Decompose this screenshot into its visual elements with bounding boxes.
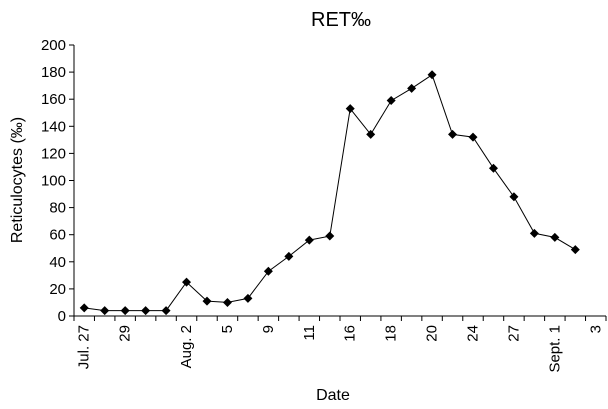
data-point-marker — [243, 293, 253, 303]
x-tick-label: 20 — [424, 325, 441, 342]
y-tick-label: 80 — [49, 200, 66, 217]
x-tick-label: 5 — [219, 325, 236, 333]
y-tick-label: 60 — [49, 227, 66, 244]
x-axis-title: Date — [316, 387, 350, 404]
data-point-marker — [120, 306, 130, 316]
data-point-marker — [550, 232, 560, 242]
y-tick-label: 0 — [58, 308, 66, 325]
y-ticks: 0 20 40 60 80 100 120 140 160 180 200 — [41, 37, 74, 325]
x-tick-label: 29 — [117, 325, 134, 342]
data-point-marker — [79, 303, 89, 313]
data-point-marker — [141, 306, 151, 316]
y-tick-label: 200 — [41, 37, 66, 54]
y-tick-label: 160 — [41, 91, 66, 108]
y-tick-label: 180 — [41, 64, 66, 81]
data-point-marker — [263, 266, 273, 276]
data-point-marker — [488, 163, 498, 173]
data-point-marker — [570, 245, 580, 255]
x-tick-label: Sept. 1 — [546, 325, 563, 373]
data-point-marker — [448, 129, 458, 139]
y-tick-label: 40 — [49, 254, 66, 271]
data-point-marker — [407, 83, 417, 93]
data-point-marker — [386, 96, 396, 106]
data-point-marker — [529, 228, 539, 238]
x-tick-label: 24 — [465, 325, 482, 342]
data-point-marker — [345, 104, 355, 114]
chart-title: RET‰ — [311, 9, 371, 31]
data-point-marker — [100, 306, 110, 316]
data-point-marker — [468, 132, 478, 142]
y-axis-title: Reticulocytes (‰) — [9, 117, 26, 243]
data-point-marker — [284, 251, 294, 261]
axes — [73, 45, 606, 317]
x-ticks: Jul. 27 29 Aug. 2 5 9 11 16 18 20 24 27 Sept. 1 3 — [73, 316, 607, 373]
data-point-marker — [427, 70, 437, 80]
data-point-marker — [509, 192, 519, 202]
data-point-marker — [182, 277, 192, 287]
x-tick-label: Aug. 2 — [178, 325, 195, 368]
y-tick-label: 120 — [41, 145, 66, 162]
data-point-marker — [325, 231, 335, 241]
series-line — [84, 74, 576, 312]
series-group — [79, 70, 580, 316]
x-tick-label: 27 — [505, 325, 522, 342]
data-point-marker — [304, 235, 314, 245]
data-point-marker — [202, 296, 212, 306]
y-tick-label: 100 — [41, 173, 66, 190]
x-tick-label: 3 — [587, 325, 604, 333]
x-tick-label: 9 — [260, 325, 277, 333]
x-tick-label: Jul. 27 — [76, 325, 93, 369]
x-tick-label: 16 — [342, 325, 359, 342]
data-point-marker — [161, 306, 171, 316]
y-tick-label: 20 — [49, 281, 66, 298]
data-point-marker — [366, 129, 376, 139]
x-tick-label: 18 — [383, 325, 400, 342]
data-point-marker — [222, 297, 232, 307]
y-tick-label: 140 — [41, 118, 66, 135]
x-tick-label: 11 — [301, 325, 318, 341]
